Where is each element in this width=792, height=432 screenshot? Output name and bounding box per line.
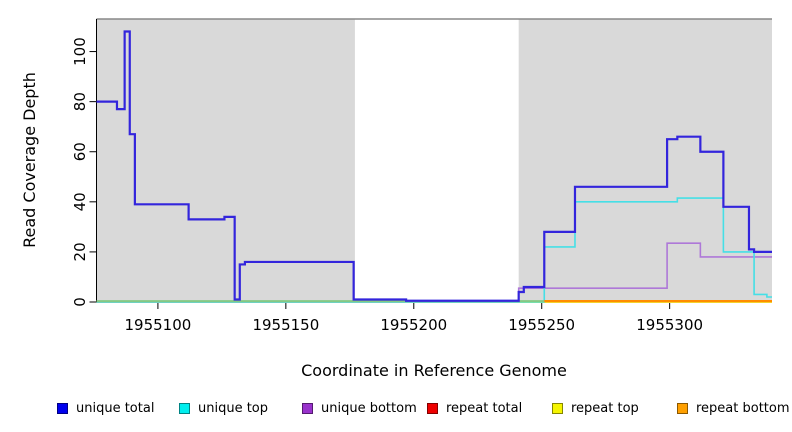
- legend-label: repeat top: [571, 400, 639, 416]
- legend-item-unique-bottom: unique bottom: [302, 400, 417, 416]
- legend-item-repeat-top: repeat top: [552, 400, 639, 416]
- y-axis-title: Read Coverage Depth: [20, 72, 39, 248]
- legend-label: unique total: [76, 400, 155, 416]
- legend-label: unique top: [198, 400, 269, 416]
- y-tick-label: 0: [71, 297, 89, 307]
- legend-item-repeat-bottom: repeat bottom: [677, 400, 790, 416]
- legend: unique total unique top unique bottom re…: [0, 400, 792, 420]
- x-tick-label: 1955250: [508, 316, 575, 334]
- legend-item-repeat-total: repeat total: [427, 400, 522, 416]
- repeat-bottom-swatch-icon: [677, 402, 688, 414]
- y-tick-label: 100: [71, 37, 89, 66]
- series-unique-total: [96, 30, 772, 302]
- shaded-region: [518, 19, 772, 302]
- legend-label: unique bottom: [321, 400, 417, 416]
- legend-label: repeat bottom: [696, 400, 790, 416]
- repeat-total-swatch-icon: [427, 402, 438, 414]
- x-tick-label: 1955150: [252, 316, 319, 334]
- x-tick-label: 1955200: [380, 316, 447, 334]
- y-tick-label: 60: [71, 142, 89, 161]
- repeat-top-swatch-icon: [552, 402, 563, 414]
- series-unique-top: [96, 197, 772, 303]
- x-axis-title: Coordinate in Reference Genome: [301, 361, 567, 380]
- y-tick-label: 20: [71, 242, 89, 261]
- unique-bottom-swatch-icon: [302, 402, 313, 414]
- legend-item-unique-top: unique top: [179, 400, 268, 416]
- y-tick-label: 40: [71, 192, 89, 211]
- legend-item-unique-total: unique total: [57, 400, 154, 416]
- x-tick-label: 1955300: [636, 316, 703, 334]
- unique-total-swatch-icon: [57, 402, 68, 414]
- y-tick-label: 80: [71, 92, 89, 111]
- x-tick-label: 1955100: [125, 316, 192, 334]
- shaded-region: [96, 19, 355, 302]
- unique-top-swatch-icon: [179, 402, 190, 414]
- legend-label: repeat total: [446, 400, 523, 416]
